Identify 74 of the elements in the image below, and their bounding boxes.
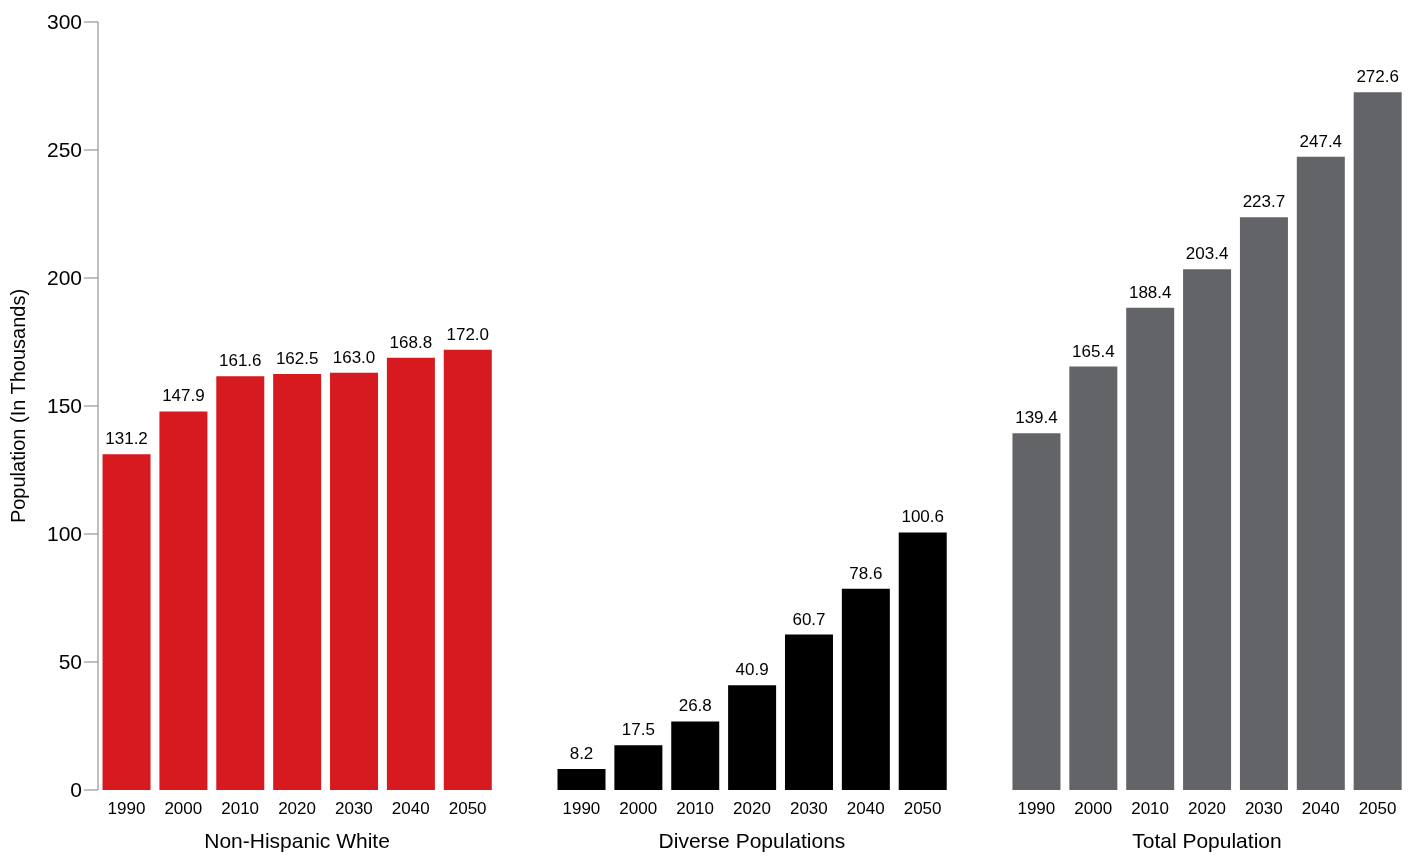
bar (159, 411, 208, 790)
data-label: 147.9 (162, 386, 205, 406)
data-label: 60.7 (792, 609, 826, 629)
x-tick-label: 2020 (733, 799, 771, 818)
bar (330, 372, 379, 790)
x-tick-label: 2050 (1358, 799, 1397, 818)
series-label: Diverse Populations (658, 829, 846, 852)
series-label: Total Population (1132, 829, 1282, 852)
bar (1353, 92, 1402, 790)
x-tick-label: 2040 (1301, 799, 1340, 818)
data-label: 247.4 (1299, 131, 1343, 151)
bar (784, 634, 833, 790)
y-tick-label: 100 (46, 522, 82, 546)
x-tick-label: 2050 (448, 799, 487, 818)
x-tick-label: 2010 (1131, 799, 1169, 818)
data-label: 100.6 (901, 507, 944, 527)
data-label: 272.6 (1356, 67, 1399, 87)
data-label: 163.0 (332, 347, 376, 367)
bar (1012, 433, 1061, 790)
bar (1296, 156, 1345, 790)
x-tick-label: 1990 (1017, 799, 1056, 818)
bar (898, 532, 947, 790)
y-tick-label: 150 (46, 394, 82, 418)
data-label: 168.8 (389, 332, 433, 352)
x-tick-label: 2030 (335, 799, 373, 818)
y-axis-title: Population (In Thousands) (7, 288, 30, 524)
y-tick-label: 0 (70, 778, 82, 802)
x-tick-label: 2020 (278, 799, 316, 818)
x-tick-label: 2020 (1188, 799, 1226, 818)
bar (443, 349, 492, 790)
y-tick-label: 50 (58, 650, 82, 674)
bar (1069, 366, 1118, 790)
bar (728, 685, 777, 790)
bar (216, 376, 265, 790)
x-tick-label: 1990 (107, 799, 146, 818)
x-tick-label: 2000 (1074, 799, 1113, 818)
x-tick-label: 2000 (164, 799, 203, 818)
data-label: 78.6 (849, 563, 883, 583)
data-label: 165.4 (1072, 341, 1115, 361)
bar (1126, 307, 1175, 790)
bar (557, 769, 606, 790)
data-label: 172.0 (446, 324, 490, 344)
data-label: 8.2 (569, 744, 594, 764)
data-label: 223.7 (1242, 192, 1286, 212)
data-label: 131.2 (105, 429, 148, 449)
bar (273, 374, 322, 790)
x-tick-label: 2050 (903, 799, 942, 818)
x-tick-label: 2000 (619, 799, 658, 818)
bar (671, 721, 720, 790)
bar (386, 357, 435, 790)
bar (841, 588, 890, 790)
bar (614, 745, 663, 790)
x-tick-label: 2040 (391, 799, 430, 818)
data-label: 40.9 (735, 660, 769, 680)
data-label: 17.5 (621, 720, 655, 740)
data-label: 203.4 (1185, 244, 1229, 264)
x-tick-label: 2030 (1244, 799, 1283, 818)
y-tick-label: 200 (46, 266, 82, 290)
x-tick-label: 1990 (562, 799, 601, 818)
series-label: Non-Hispanic White (204, 829, 390, 852)
data-label: 26.8 (678, 696, 712, 716)
y-tick-label: 300 (46, 10, 82, 34)
data-label: 161.6 (219, 351, 262, 371)
bar (1183, 269, 1232, 790)
x-tick-label: 2040 (846, 799, 885, 818)
x-tick-label: 2030 (789, 799, 828, 818)
y-tick-label: 250 (46, 138, 82, 162)
x-tick-label: 2010 (676, 799, 715, 818)
x-tick-label: 2010 (221, 799, 260, 818)
data-label: 139.4 (1015, 408, 1058, 428)
bar (102, 454, 151, 790)
data-label: 162.5 (275, 349, 319, 368)
data-label: 188.4 (1128, 282, 1172, 302)
bar (1239, 217, 1288, 790)
